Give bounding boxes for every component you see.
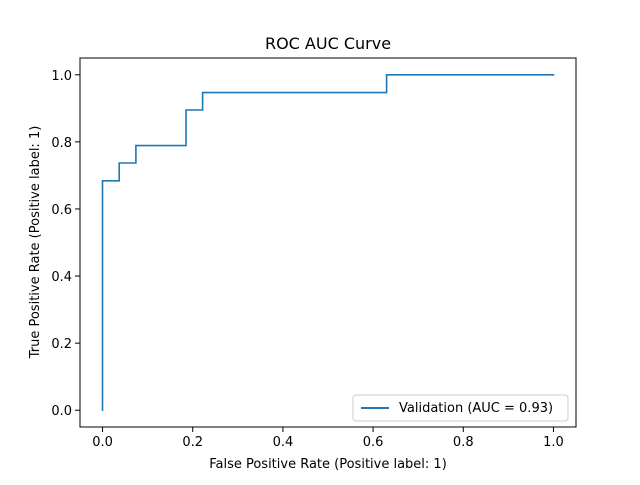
- legend-label-validation: Validation (AUC = 0.93): [399, 401, 553, 416]
- legend: Validation (AUC = 0.93): [352, 394, 569, 422]
- roc-curve-line: [101, 74, 555, 412]
- x-axis-ticks: 0.0 0.2 0.4 0.6 0.8 1.0: [92, 427, 564, 450]
- legend-box: [352, 394, 569, 422]
- y-tick-label: 0.2: [51, 337, 72, 352]
- y-tick-label: 0.4: [51, 270, 72, 285]
- x-tick-label: 0.2: [182, 435, 203, 450]
- axes-frame: [79, 57, 577, 428]
- y-tick-label: 0.8: [51, 136, 72, 151]
- y-tick-label: 0.0: [51, 404, 72, 419]
- y-axis-ticks: 0.0 0.2 0.4 0.6 0.8 1.0: [51, 69, 80, 419]
- y-axis-label: True Positive Rate (Positive label: 1): [28, 126, 43, 360]
- x-tick-label: 0.8: [453, 435, 474, 450]
- x-tick-label: 0.6: [363, 435, 384, 450]
- chart-title: ROC AUC Curve: [265, 34, 391, 53]
- x-tick-label: 0.0: [92, 435, 113, 450]
- x-tick-label: 1.0: [543, 435, 564, 450]
- x-tick-label: 0.4: [273, 435, 294, 450]
- y-tick-label: 0.6: [51, 203, 72, 218]
- y-tick-label: 1.0: [51, 69, 72, 84]
- plot-area: [101, 74, 555, 412]
- x-axis-label: False Positive Rate (Positive label: 1): [209, 457, 447, 472]
